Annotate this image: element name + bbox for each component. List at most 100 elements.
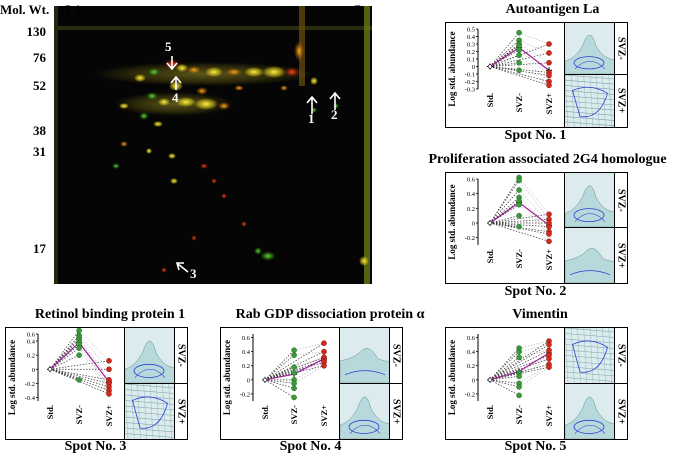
y-tick-label: 0.5 <box>467 27 475 34</box>
y-tick-label: 0.1 <box>467 57 475 64</box>
svz-plus-connector <box>489 66 550 73</box>
svz-minus-point <box>516 212 522 219</box>
panel-3-surfaces: SVZ- SVZ+ <box>124 327 188 440</box>
svz-plus-connector <box>489 349 550 381</box>
std-point <box>47 367 53 372</box>
svz-minus-point <box>516 59 522 66</box>
svz-minus-connector <box>489 372 520 381</box>
svz-minus-point <box>291 385 297 392</box>
x-tick-label: Std. <box>260 405 270 419</box>
x-tick-label: SVZ+ <box>319 405 329 427</box>
panel-1-surface-svz-minus <box>565 23 627 74</box>
panel-4-label-svz-minus: SVZ- <box>390 344 402 367</box>
x-tick-label: Std. <box>485 249 495 263</box>
svz-minus-point <box>291 352 297 358</box>
pair-connector <box>294 342 325 351</box>
panel-4-title: Rab GDP dissociation protein α <box>235 307 425 322</box>
mw-marker-17: 17 <box>33 241 46 256</box>
y-tick-label: 0.2 <box>27 353 35 360</box>
panel-2-title: Proliferation associated 2G4 homologue <box>428 152 667 167</box>
svz-plus-point <box>546 50 552 56</box>
y-tick-label: 0.2 <box>467 363 475 370</box>
svz-minus-point <box>516 373 522 380</box>
y-tick-label: 0.4 <box>467 349 476 356</box>
x-tick-label: Std. <box>45 405 55 419</box>
svz-minus-point <box>516 29 522 36</box>
svz-plus-point <box>546 341 552 348</box>
y-axis-label: Log std. abundance <box>222 340 232 415</box>
y-tick-label: 0.6 <box>242 335 251 342</box>
spot-number-1: 1 <box>308 111 315 126</box>
pi-left-label: pI 4 <box>58 2 81 17</box>
spot-number-4: 4 <box>172 90 179 105</box>
panel-3-surface-svz-plus <box>125 384 187 439</box>
spot-number-2: 2 <box>331 107 338 122</box>
svz-plus-connector <box>264 351 325 381</box>
svz-plus-connector <box>49 368 110 381</box>
x-tick-label: SVZ+ <box>544 249 554 271</box>
x-tick-label: SVZ+ <box>544 405 554 427</box>
panel-4-label-svz-plus: SVZ+ <box>390 398 402 425</box>
svz-plus-point <box>106 366 112 373</box>
panel-5-surfaces: SVZ- SVZ+ <box>564 327 628 440</box>
svz-plus-point <box>546 59 552 66</box>
mw-marker-31: 31 <box>33 144 46 159</box>
svz-plus-connector <box>489 222 550 228</box>
arrow-icon-2 <box>329 91 341 110</box>
panel-2-surface-svz-plus <box>565 228 627 283</box>
svz-minus-connector <box>489 197 520 224</box>
panel-1-chart: Log std. abundance 0.5 0.4 0.3 0.2 0.1 0 -0.1 -0… <box>445 22 566 128</box>
svz-plus-connector <box>489 222 550 233</box>
pair-connector <box>519 344 550 352</box>
svz-minus-connector <box>489 347 520 381</box>
pair-connector <box>518 32 550 45</box>
arrow-icon-3 <box>175 262 189 273</box>
pair-connector <box>518 177 550 215</box>
panel-3-title: Retinol binding protein 1 <box>34 307 186 322</box>
y-tick-label: 0 <box>472 64 475 71</box>
svz-plus-connector <box>49 360 110 370</box>
panel-5-surface-svz-plus <box>565 384 627 439</box>
mw-marker-130: 130 <box>26 24 47 39</box>
svz-minus-point <box>516 187 522 193</box>
panel-1-label-svz-plus: SVZ+ <box>615 88 627 114</box>
panel-1-spot-label: Spot No. 1 <box>504 128 567 143</box>
y-tick-label: 0 <box>472 377 475 384</box>
svz-plus-point <box>546 82 552 89</box>
panel-1-surface-svz-plus <box>565 75 627 127</box>
pair-connector <box>293 365 325 384</box>
pair-connector <box>518 40 550 54</box>
svz-minus-connector <box>489 379 520 388</box>
y-tick-label: -0.2 <box>240 391 250 398</box>
y-tick-label: 0.2 <box>467 49 475 56</box>
mw-marker-76: 76 <box>33 50 46 65</box>
pair-connector <box>519 340 550 349</box>
svz-plus-point <box>546 238 552 245</box>
x-tick-label: SVZ+ <box>104 405 114 427</box>
y-tick-label: 0 <box>472 221 475 228</box>
svz-plus-point <box>546 211 552 218</box>
y-tick-label: 0.3 <box>467 42 475 49</box>
svz-minus-connector <box>489 351 520 381</box>
y-axis-label: Log std. abundance <box>447 31 457 106</box>
svz-minus-point <box>291 394 297 401</box>
svz-minus-connector <box>489 180 520 224</box>
svz-minus-point <box>76 352 82 358</box>
svz-plus-connector <box>489 66 550 86</box>
y-tick-label: 0.4 <box>27 339 36 346</box>
mw-marker-52: 52 <box>33 78 46 93</box>
pair-connector <box>294 357 325 368</box>
svz-minus-connector <box>49 330 80 370</box>
pair-connector <box>518 180 550 220</box>
pair-connector <box>294 351 325 356</box>
panel-5-label-svz-plus: SVZ+ <box>615 398 627 425</box>
y-tick-label: -0.2 <box>465 79 475 86</box>
svz-minus-point <box>516 392 522 399</box>
svz-plus-point <box>321 340 327 346</box>
svz-minus-point <box>516 354 522 361</box>
mw-axis-title: Mol. Wt. <box>0 2 50 17</box>
panel-4-surfaces: SVZ- SVZ+ <box>339 327 403 440</box>
spot-number-3: 3 <box>190 266 197 281</box>
svz-minus-connector <box>489 215 520 224</box>
svz-minus-point <box>516 384 522 390</box>
